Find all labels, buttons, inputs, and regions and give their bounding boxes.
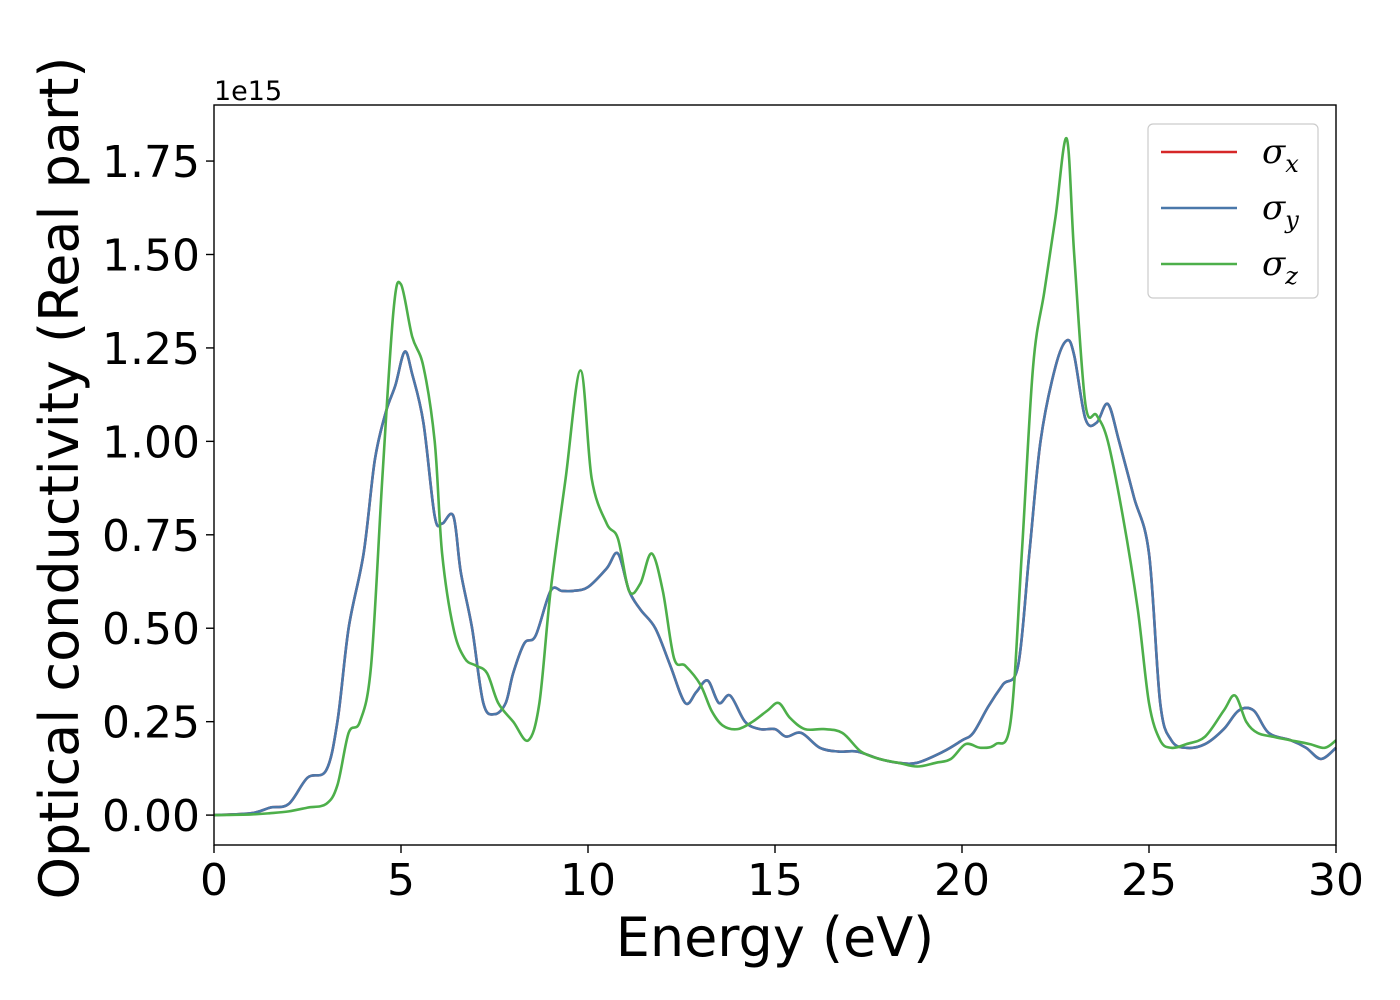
x-tick-label: 5 — [387, 855, 415, 906]
y-tick-label: 0.25 — [102, 698, 200, 749]
series-line-y — [213, 338, 1337, 817]
x-tick-label: 15 — [747, 855, 803, 906]
y-tick-label: 0.75 — [102, 511, 200, 562]
x-axis-label: Energy (eV) — [616, 906, 935, 969]
y-tick-label: 1.50 — [102, 230, 200, 281]
y-axis-ticks: 0.00 0.25 0.50 0.75 1.00 1.25 1.50 1.75 — [102, 137, 214, 842]
y-tick-label: 0.00 — [102, 791, 200, 842]
x-tick-label: 10 — [560, 855, 616, 906]
y-tick-label: 1.00 — [102, 417, 200, 468]
y-offset-label: 1e15 — [214, 76, 282, 107]
y-tick-label: 1.75 — [102, 137, 200, 188]
y-tick-label: 1.25 — [102, 324, 200, 375]
x-tick-label: 0 — [200, 855, 228, 906]
x-tick-label: 20 — [934, 855, 990, 906]
y-axis-label: Optical conductivity (Real part) — [28, 57, 91, 900]
series-line-z — [213, 137, 1337, 817]
x-axis-ticks: 0 5 10 15 20 25 30 — [200, 845, 1364, 906]
x-tick-label: 30 — [1308, 855, 1364, 906]
y-tick-label: 0.50 — [102, 604, 200, 655]
legend-box — [1147, 123, 1319, 299]
x-tick-label: 25 — [1121, 855, 1177, 906]
legend-label-y: σy — [1262, 188, 1299, 234]
series-layer — [213, 137, 1337, 817]
